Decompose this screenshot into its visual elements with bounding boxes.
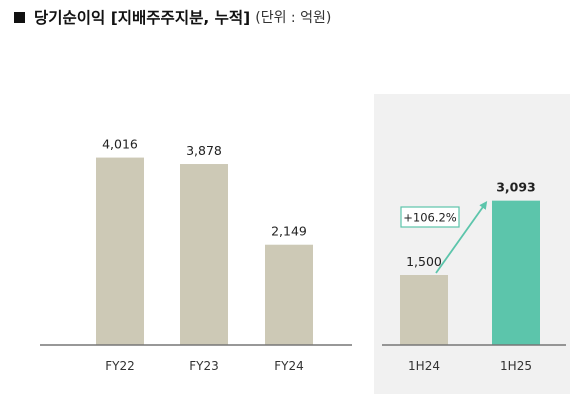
tick-label-fy24: FY24 (274, 359, 304, 373)
tick-label-1h24: 1H24 (408, 359, 440, 373)
value-label-1h24: 1,500 (406, 254, 442, 269)
half-year-panel-background (374, 94, 570, 394)
value-label-fy24: 2,149 (271, 224, 307, 239)
bar-fy24 (265, 244, 313, 345)
growth-annotation-box (400, 206, 460, 228)
value-label-fy23: 3,878 (186, 143, 222, 158)
bar-1h24 (400, 275, 448, 345)
value-label-1h25: 3,093 (496, 180, 536, 195)
value-label-fy22: 4,016 (102, 137, 138, 152)
bar-fy22 (96, 157, 144, 345)
square-bullet-icon (14, 11, 25, 23)
growth-arrow (435, 201, 488, 274)
tick-label-fy23: FY23 (189, 359, 219, 373)
growth-annotation-label: +106.2% (403, 211, 457, 225)
bar-1h25 (492, 200, 540, 345)
tick-label-fy22: FY22 (105, 359, 135, 373)
chart-title: 당기순이익 [지배주주지분, 누적] (34, 9, 251, 27)
chart-title-row: 당기순이익 [지배주주지분, 누적] (단위 : 억원) (14, 6, 331, 28)
bar-fy23 (180, 164, 228, 345)
tick-label-1h25: 1H25 (500, 359, 532, 373)
unit-note: (단위 : 억원) (255, 10, 332, 26)
